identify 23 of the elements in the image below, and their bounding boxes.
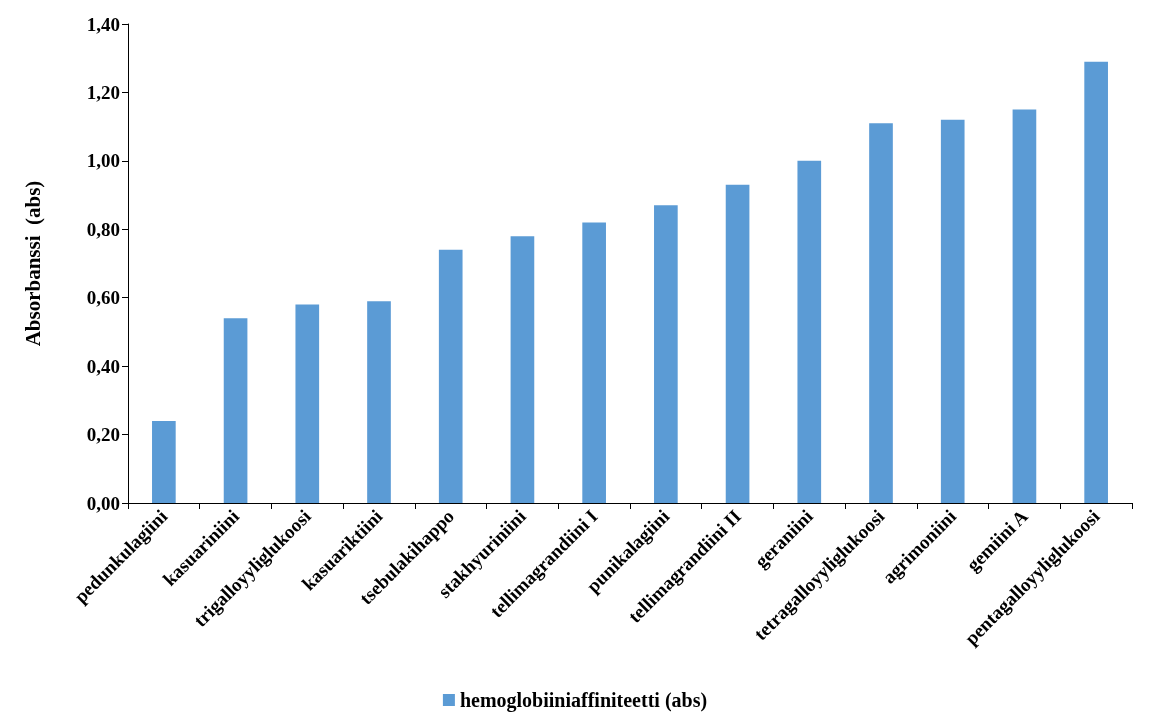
bar: [152, 420, 176, 503]
legend-label: hemoglobiiniaffiniteetti (abs): [459, 689, 708, 712]
bar: [582, 222, 606, 503]
bar: [725, 184, 750, 503]
bar: [1012, 109, 1037, 503]
y-tick-label: 0,80: [86, 218, 120, 240]
y-tick-label: 0,40: [86, 355, 120, 377]
bar: [797, 160, 822, 503]
y-tick-label: 0,20: [86, 424, 120, 446]
bar: [940, 119, 965, 503]
bar: [510, 236, 535, 503]
bar: [295, 304, 320, 503]
bar: [869, 123, 893, 503]
bar: [223, 318, 248, 503]
bar: [438, 249, 463, 503]
y-tick-label: 1,40: [86, 13, 120, 35]
y-tick-label: 1,00: [86, 150, 120, 172]
bar: [367, 301, 391, 503]
bar: [654, 205, 678, 503]
bar: [1084, 61, 1108, 503]
y-tick-label: 1,20: [86, 81, 120, 103]
y-tick-label: 0,60: [86, 287, 120, 309]
y-axis-title: Absorbanssi (abs): [20, 180, 45, 347]
